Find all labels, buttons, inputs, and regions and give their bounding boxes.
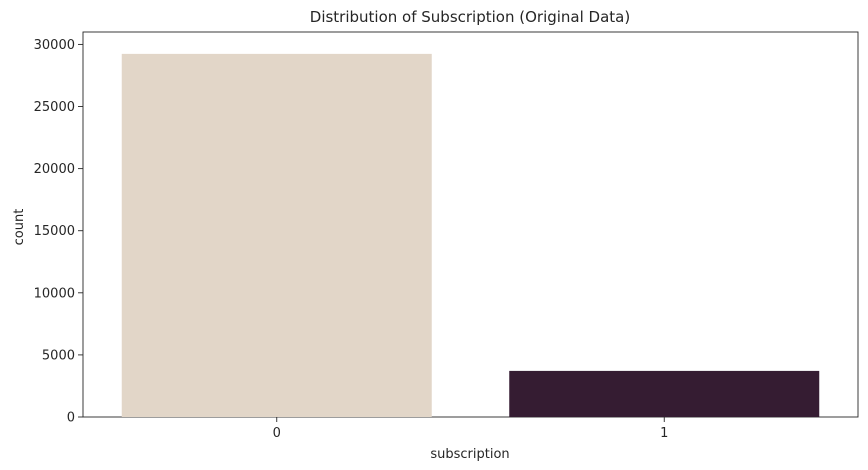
plot-frame: [82, 31, 859, 418]
bar-1: [509, 370, 820, 417]
x-tick-label: 0: [273, 426, 281, 441]
chart-title: Distribution of Subscription (Original D…: [310, 8, 630, 26]
y-axis: 0 5000 10000 15000 20000 25000 30000: [34, 38, 83, 426]
y-tick-label: 25000: [34, 100, 75, 115]
x-tick-label: 1: [660, 426, 668, 441]
y-axis-label: count: [12, 209, 27, 246]
bar-0: [121, 53, 432, 417]
y-tick-label: 10000: [34, 286, 75, 301]
plot-area: [82, 31, 859, 418]
y-tick-label: 15000: [34, 224, 75, 239]
y-tick-label: 5000: [42, 348, 75, 363]
y-tick-label: 0: [67, 411, 75, 426]
y-tick-label: 20000: [34, 162, 75, 177]
x-axis-label: subscription: [430, 447, 509, 462]
bars-group: [121, 53, 820, 417]
y-tick-label: 30000: [34, 38, 75, 53]
